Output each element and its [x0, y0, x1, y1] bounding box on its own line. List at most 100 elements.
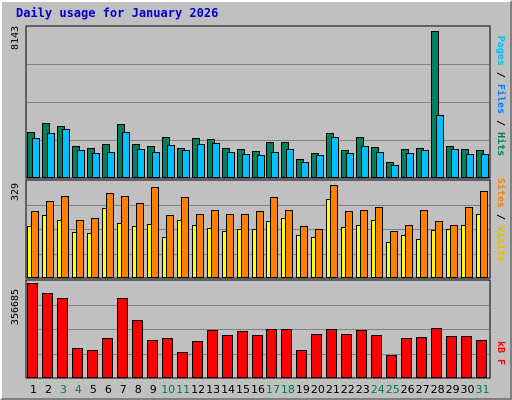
sites-bar	[300, 226, 308, 278]
kbytes-bar	[222, 335, 233, 378]
files-bar	[197, 144, 205, 178]
files-bar	[421, 150, 429, 178]
day-label: 29	[446, 383, 460, 396]
sites-bar	[106, 193, 114, 278]
day-label: 6	[105, 383, 112, 396]
kbytes-bar	[57, 298, 68, 378]
sites-bar	[61, 196, 69, 278]
day-label: 23	[356, 383, 370, 396]
files-bar	[107, 152, 115, 178]
files-bar	[346, 153, 354, 178]
files-bar	[47, 133, 55, 178]
day-label: 12	[191, 383, 205, 396]
sites-bar	[136, 203, 144, 278]
sites-bar	[181, 197, 189, 278]
day-label: 4	[75, 383, 82, 396]
files-bar	[286, 149, 294, 178]
chart-title: Daily usage for January 2026	[16, 6, 219, 20]
sites-bar	[166, 215, 174, 278]
files-bar	[406, 153, 414, 178]
day-label: 11	[176, 383, 190, 396]
sites-bar	[375, 207, 383, 278]
sites-bar	[390, 231, 398, 278]
day-label: 2	[45, 383, 52, 396]
files-bar	[257, 155, 265, 178]
day-label: 22	[341, 383, 355, 396]
sites-bar	[241, 214, 249, 278]
kbytes-bar	[326, 329, 337, 378]
day-label: 30	[461, 383, 475, 396]
sites-bar	[450, 225, 458, 278]
day-label: 31	[476, 383, 490, 396]
sites-bar	[226, 214, 234, 278]
kbytes-bar	[416, 337, 427, 378]
files-bar	[212, 143, 220, 178]
kbytes-bar	[192, 341, 203, 378]
kbytes-bar	[311, 334, 322, 378]
sites-bar	[480, 191, 488, 278]
kbytes-bar	[446, 336, 457, 378]
day-label: 25	[386, 383, 400, 396]
day-label: 24	[371, 383, 385, 396]
day-label: 5	[90, 383, 97, 396]
day-label: 27	[416, 383, 430, 396]
hits-bar	[431, 31, 439, 178]
files-bar	[122, 132, 130, 178]
files-bar	[316, 155, 324, 178]
sites-bar	[330, 185, 338, 278]
kbytes-bar	[341, 334, 352, 378]
day-label: 3	[60, 383, 67, 396]
kbytes-bar	[177, 352, 188, 378]
sites-bar	[465, 207, 473, 278]
sites-bar	[285, 210, 293, 278]
files-bar	[391, 165, 399, 178]
files-bar	[227, 152, 235, 178]
sites-bar	[405, 225, 413, 278]
day-label: 8	[135, 383, 142, 396]
sites-bar	[91, 218, 99, 278]
day-label: 17	[266, 383, 280, 396]
files-bar	[152, 152, 160, 178]
sites-bar	[31, 211, 39, 278]
sites-bar	[196, 214, 204, 278]
files-bar	[167, 145, 175, 178]
kbytes-bar	[296, 350, 307, 378]
sites-bar	[211, 210, 219, 278]
kbytes-bar	[42, 293, 53, 378]
day-label: 18	[281, 383, 295, 396]
files-bar	[466, 154, 474, 178]
day-label: 9	[150, 383, 157, 396]
day-label: 15	[236, 383, 250, 396]
day-label: 20	[311, 383, 325, 396]
day-label: 1	[30, 383, 37, 396]
files-bar	[92, 153, 100, 178]
kbytes-bar	[102, 338, 113, 378]
files-bar	[451, 149, 459, 178]
kbytes-bar	[386, 355, 397, 378]
files-bar	[182, 150, 190, 178]
day-label: 26	[401, 383, 415, 396]
kbytes-bar	[461, 336, 472, 378]
kbytes-bar	[147, 340, 158, 378]
sites-bar	[121, 196, 129, 278]
sites-bar	[315, 229, 323, 278]
kbytes-bar	[117, 298, 128, 378]
kbytes-bar	[132, 320, 143, 378]
sites-bar	[420, 210, 428, 278]
day-label: 19	[296, 383, 310, 396]
day-label: 10	[161, 383, 175, 396]
files-bar	[271, 152, 279, 178]
sites-bar	[256, 211, 264, 278]
day-label: 21	[326, 383, 340, 396]
files-bar	[32, 138, 40, 178]
kbytes-bar	[401, 338, 412, 378]
kbytes-bar	[237, 331, 248, 378]
kbytes-bar	[252, 335, 263, 378]
sites-bar	[360, 210, 368, 278]
files-bar	[376, 152, 384, 178]
day-label: 7	[120, 383, 127, 396]
kbytes-bar	[27, 283, 38, 378]
kbytes-bar	[356, 330, 367, 378]
day-label: 13	[206, 383, 220, 396]
